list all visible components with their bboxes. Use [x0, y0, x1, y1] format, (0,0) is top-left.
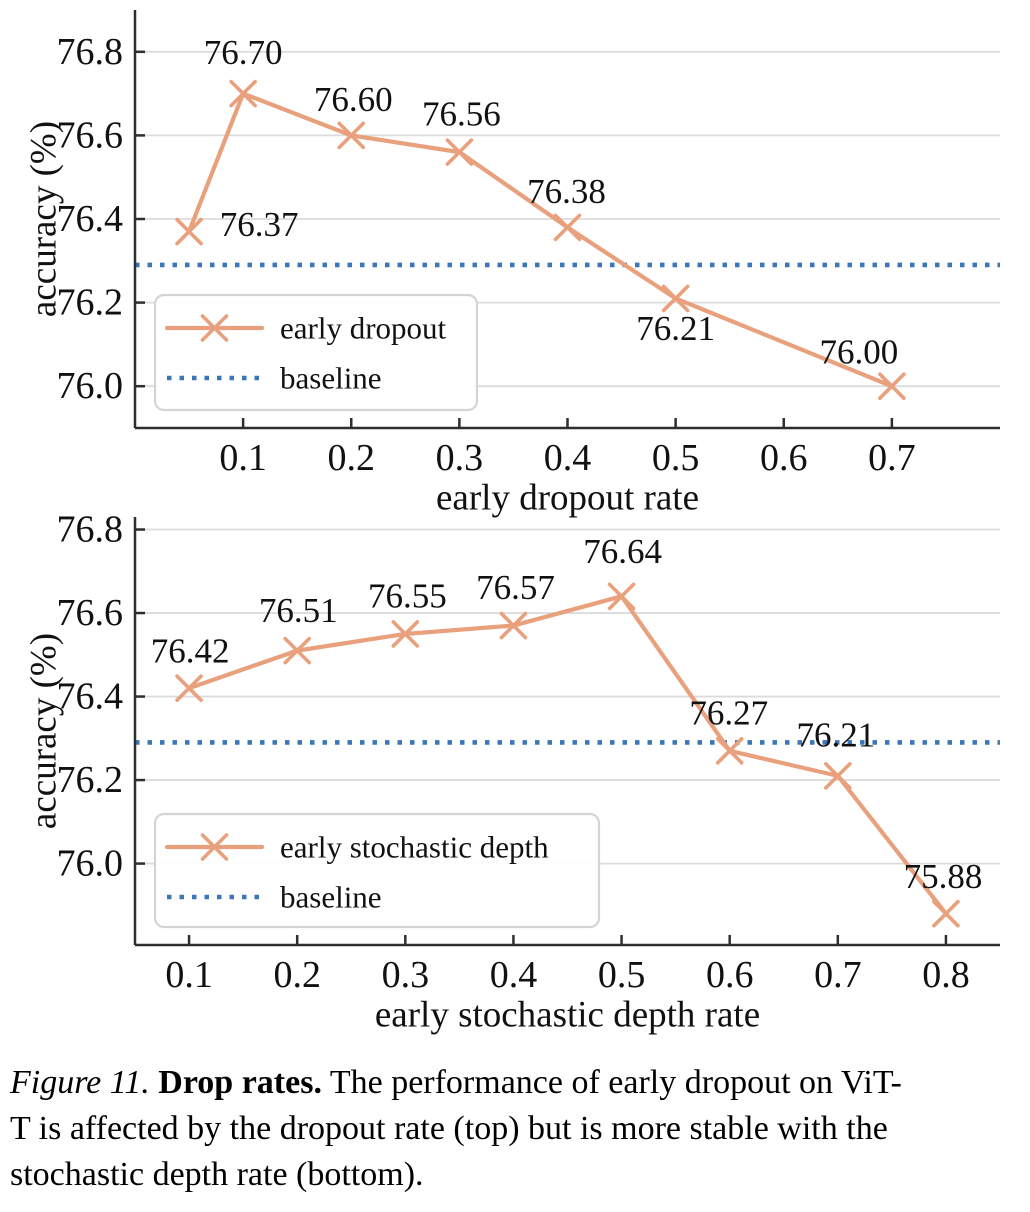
data-point-label: 76.21 — [636, 309, 715, 348]
data-point-marker — [607, 582, 636, 611]
x-tick-label: 0.6 — [760, 437, 808, 479]
data-point-label: 76.38 — [527, 172, 606, 211]
y-tick-label: 76.6 — [57, 592, 124, 634]
data-point-marker — [283, 636, 311, 665]
x-axis-label: early stochastic depth rate — [375, 995, 760, 1036]
y-tick-label: 76.4 — [57, 676, 124, 718]
data-point-marker — [200, 314, 229, 342]
data-point-label: 76.42 — [151, 632, 230, 671]
x-tick-label: 0.5 — [652, 437, 700, 479]
data-point-label: 76.27 — [689, 693, 768, 732]
x-tick-label: 0.3 — [436, 437, 484, 479]
legend-box — [153, 293, 479, 412]
legend-label: early dropout — [280, 311, 447, 346]
data-point-marker — [445, 138, 474, 166]
data-point-label: 76.37 — [220, 205, 299, 244]
data-point-label: 76.64 — [583, 532, 662, 571]
data-point-label: 75.88 — [904, 857, 983, 896]
data-point-marker — [499, 611, 528, 640]
y-tick-label: 76.0 — [57, 843, 124, 885]
figure-charts: 76.0 76.2 76.4 76.6 76.8 0.1 0.2 0.3 0.4 0.5 0.6 0.… — [24, 10, 1000, 1036]
y-tick-label: 76.2 — [57, 759, 124, 801]
y-tick-label: 76.6 — [57, 114, 124, 156]
early-stochastic-depth-chart: 76.0 76.2 76.4 76.6 76.8 0.1 0.2 0.3 0.4 0.5 0.6 0.… — [24, 509, 1000, 1036]
data-point-marker — [391, 620, 420, 648]
data-point-marker — [932, 899, 960, 928]
figure-caption: Figure 11. Drop rates. The performance o… — [10, 1060, 1024, 1198]
y-tick-label: 76.4 — [57, 198, 124, 240]
x-tick-label: 0.8 — [922, 954, 970, 996]
x-tick-label: 0.4 — [544, 437, 592, 479]
y-tick-label: 76.8 — [57, 509, 124, 551]
legend-box — [153, 812, 601, 929]
data-point-marker — [337, 121, 366, 150]
data-point-label: 76.60 — [314, 80, 393, 119]
data-point-label: 76.00 — [820, 333, 899, 372]
data-point-label: 76.21 — [796, 715, 875, 754]
early-dropout-chart: 76.0 76.2 76.4 76.6 76.8 0.1 0.2 0.3 0.4 0.5 0.6 0.… — [24, 10, 1000, 519]
data-point-label: 76.57 — [476, 568, 555, 607]
x-tick-label: 0.4 — [490, 954, 538, 996]
x-axis-label: early dropout rate — [436, 478, 699, 519]
y-axis-label: accuracy (%) — [24, 121, 65, 317]
x-tick-label: 0.5 — [598, 954, 646, 996]
data-point-label: 76.56 — [422, 95, 501, 134]
data-point-label: 76.55 — [368, 576, 447, 615]
legend-label: baseline — [280, 880, 382, 915]
data-point-marker — [824, 762, 852, 790]
x-tick-label: 0.1 — [219, 437, 267, 479]
caption-line-1: Figure 11. Drop rates. The performance o… — [10, 1060, 1024, 1106]
data-point-marker — [553, 213, 582, 242]
data-point-marker — [175, 217, 203, 246]
x-tick-label: 0.2 — [328, 437, 376, 479]
legend: early stochastic depth baseline — [153, 812, 601, 929]
y-tick-label: 76.2 — [57, 282, 124, 324]
data-point-label: 76.70 — [204, 33, 283, 72]
legend: early dropout baseline — [153, 293, 479, 412]
x-tick-label: 0.1 — [165, 954, 213, 996]
x-tick-label: 0.7 — [868, 437, 916, 479]
legend-label: early stochastic depth — [280, 830, 549, 865]
y-tick-label: 76.0 — [57, 365, 124, 407]
x-tick-label: 0.7 — [814, 954, 862, 996]
caption-text-1: The performance of early dropout on ViT- — [321, 1064, 902, 1101]
data-point-marker — [200, 833, 229, 861]
x-tick-label: 0.6 — [706, 954, 754, 996]
x-tick-label: 0.2 — [273, 954, 321, 996]
caption-line-3: stochastic depth rate (bottom). — [10, 1156, 424, 1193]
caption-line-2: T is affected by the dropout rate (top) … — [10, 1110, 888, 1147]
y-axis-label: accuracy (%) — [24, 633, 65, 829]
x-tick-label: 0.3 — [382, 954, 430, 996]
data-point-marker — [715, 737, 744, 765]
legend-label: baseline — [280, 361, 382, 396]
caption-figure-number: Figure 11. — [10, 1064, 150, 1101]
data-point-label: 76.51 — [259, 591, 338, 630]
data-point-marker — [878, 372, 906, 401]
data-point-marker — [175, 674, 203, 703]
y-tick-label: 76.8 — [57, 31, 124, 73]
data-point-marker — [661, 284, 690, 313]
series-line — [186, 594, 949, 916]
caption-title: Drop rates. — [149, 1064, 322, 1101]
data-point-marker — [229, 79, 257, 108]
